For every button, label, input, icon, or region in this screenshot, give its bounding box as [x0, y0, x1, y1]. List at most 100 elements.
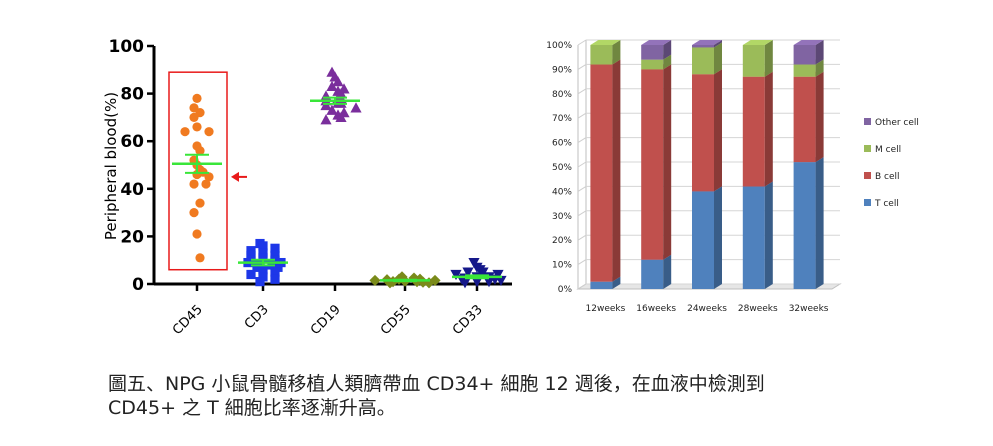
data-point [204, 172, 214, 182]
bar-segment-side [663, 254, 672, 289]
mean-lines [172, 96, 502, 283]
data-point [195, 253, 205, 263]
data-point [450, 269, 462, 281]
data-point [270, 250, 280, 261]
data-point [189, 112, 199, 122]
y-tick-label: 100 [109, 37, 145, 57]
bar-segment-side [714, 42, 722, 75]
stacked-bars [590, 40, 824, 289]
data-point [326, 80, 338, 92]
bar-segment-side [815, 40, 824, 65]
bar-segment-side [764, 71, 773, 187]
data-point [258, 272, 268, 282]
data-point [350, 102, 362, 113]
x-tick-label: 28weeks [738, 304, 778, 314]
y-tick-label: 40% [552, 187, 572, 197]
data-point [246, 269, 256, 280]
legend-swatch [864, 118, 871, 125]
grid-line [577, 185, 587, 192]
bar-segment [742, 186, 765, 289]
bar-segment [742, 45, 765, 77]
caption-line-1: 圖五、NPG 小鼠骨髓移植人類臍帶血 CD34+ 細胞 12 週後，在血液中檢測… [108, 373, 765, 395]
figure-caption: 圖五、NPG 小鼠骨髓移植人類臍帶血 CD34+ 細胞 12 週後，在血液中檢測… [108, 372, 968, 420]
bar-segment [793, 76, 816, 163]
grid-line [577, 63, 587, 70]
bar-segment [692, 74, 714, 192]
data-point [246, 246, 256, 256]
bar-segment-top [692, 40, 722, 45]
data-point [195, 198, 205, 208]
bar-segment-top [742, 40, 773, 45]
data-point [326, 104, 338, 115]
grid-line [577, 259, 587, 266]
bar-segment-side [612, 276, 621, 289]
legend-label: Other cell [875, 118, 919, 128]
data-point [255, 277, 265, 287]
data-point [192, 122, 202, 132]
grid-line [577, 88, 587, 95]
y-tick-label: 30% [552, 212, 572, 222]
bar-segment [692, 191, 714, 289]
data-point [270, 274, 280, 284]
x-tick-label: 16weeks [636, 304, 676, 314]
legend-label: M cell [875, 145, 901, 155]
data-point [258, 248, 268, 258]
x-axis-labels: 12weeks 16weeks 24weeks 28weeks 32weeks [586, 304, 829, 314]
bar-segment [641, 59, 664, 70]
bar-segment-top [793, 40, 824, 45]
bar-segment [692, 47, 714, 75]
data-point [320, 99, 332, 111]
legend-swatch [864, 172, 871, 179]
y-tick-label: 40 [120, 180, 144, 200]
bar-segment [793, 162, 816, 289]
bar-segment-side [764, 181, 773, 289]
data-point [201, 179, 211, 189]
data-point [195, 146, 205, 156]
x-tick-label: 24weeks [687, 304, 727, 314]
bar-segment [641, 69, 664, 260]
data-point [204, 127, 214, 137]
y-axis: 0 20 40 60 80 100 [109, 37, 156, 295]
x-tick-label: CD45 [170, 302, 206, 338]
bar-segment [590, 281, 613, 289]
grid-line [577, 210, 587, 217]
grid-line [577, 283, 587, 290]
x-tick-label: CD3 [242, 302, 272, 332]
y-tick-label: 20 [120, 227, 144, 247]
data-point [369, 274, 381, 287]
data-point [335, 111, 347, 122]
data-point [180, 127, 190, 137]
data-point [335, 97, 347, 108]
bar-segment-side [663, 64, 672, 260]
data-point [270, 267, 280, 277]
data-point [477, 267, 489, 278]
grid-line [577, 234, 587, 241]
bar-segment-side [815, 59, 824, 77]
y-axis-label: Peripheral blood(%) [102, 92, 120, 240]
bar-segment-side [815, 71, 824, 163]
x-tick-label: CD33 [450, 302, 486, 338]
data-point [252, 262, 262, 272]
data-point [246, 250, 256, 261]
bar-segment-top [590, 40, 621, 45]
y-tick-label: 80 [120, 85, 144, 105]
y-tick-label: 10% [552, 261, 572, 271]
grid-line [577, 137, 587, 144]
data-point [258, 253, 268, 263]
bar-segment [742, 76, 765, 187]
bar-segment [590, 64, 613, 282]
bar-segment [692, 45, 714, 48]
grid-line [577, 161, 587, 168]
highlight-box [168, 71, 228, 271]
bar-segment-side [714, 40, 722, 48]
y-tick-label: 70% [552, 114, 572, 124]
red-arrow-marker [231, 171, 239, 182]
legend-label: T cell [874, 199, 899, 209]
x-axis: CD45 CD3 CD19 CD55 CD33 [154, 282, 512, 338]
data-point [189, 179, 199, 189]
scatter-chart: 0 20 40 60 80 100 CD45 CD3 CD19 CD55 CD33 Periphe… [102, 37, 512, 338]
legend: Other cell M cell B cell T cell [864, 118, 919, 209]
x-tick-label: CD19 [308, 302, 344, 338]
data-point [459, 278, 471, 289]
y-tick-label: 60 [120, 132, 144, 152]
